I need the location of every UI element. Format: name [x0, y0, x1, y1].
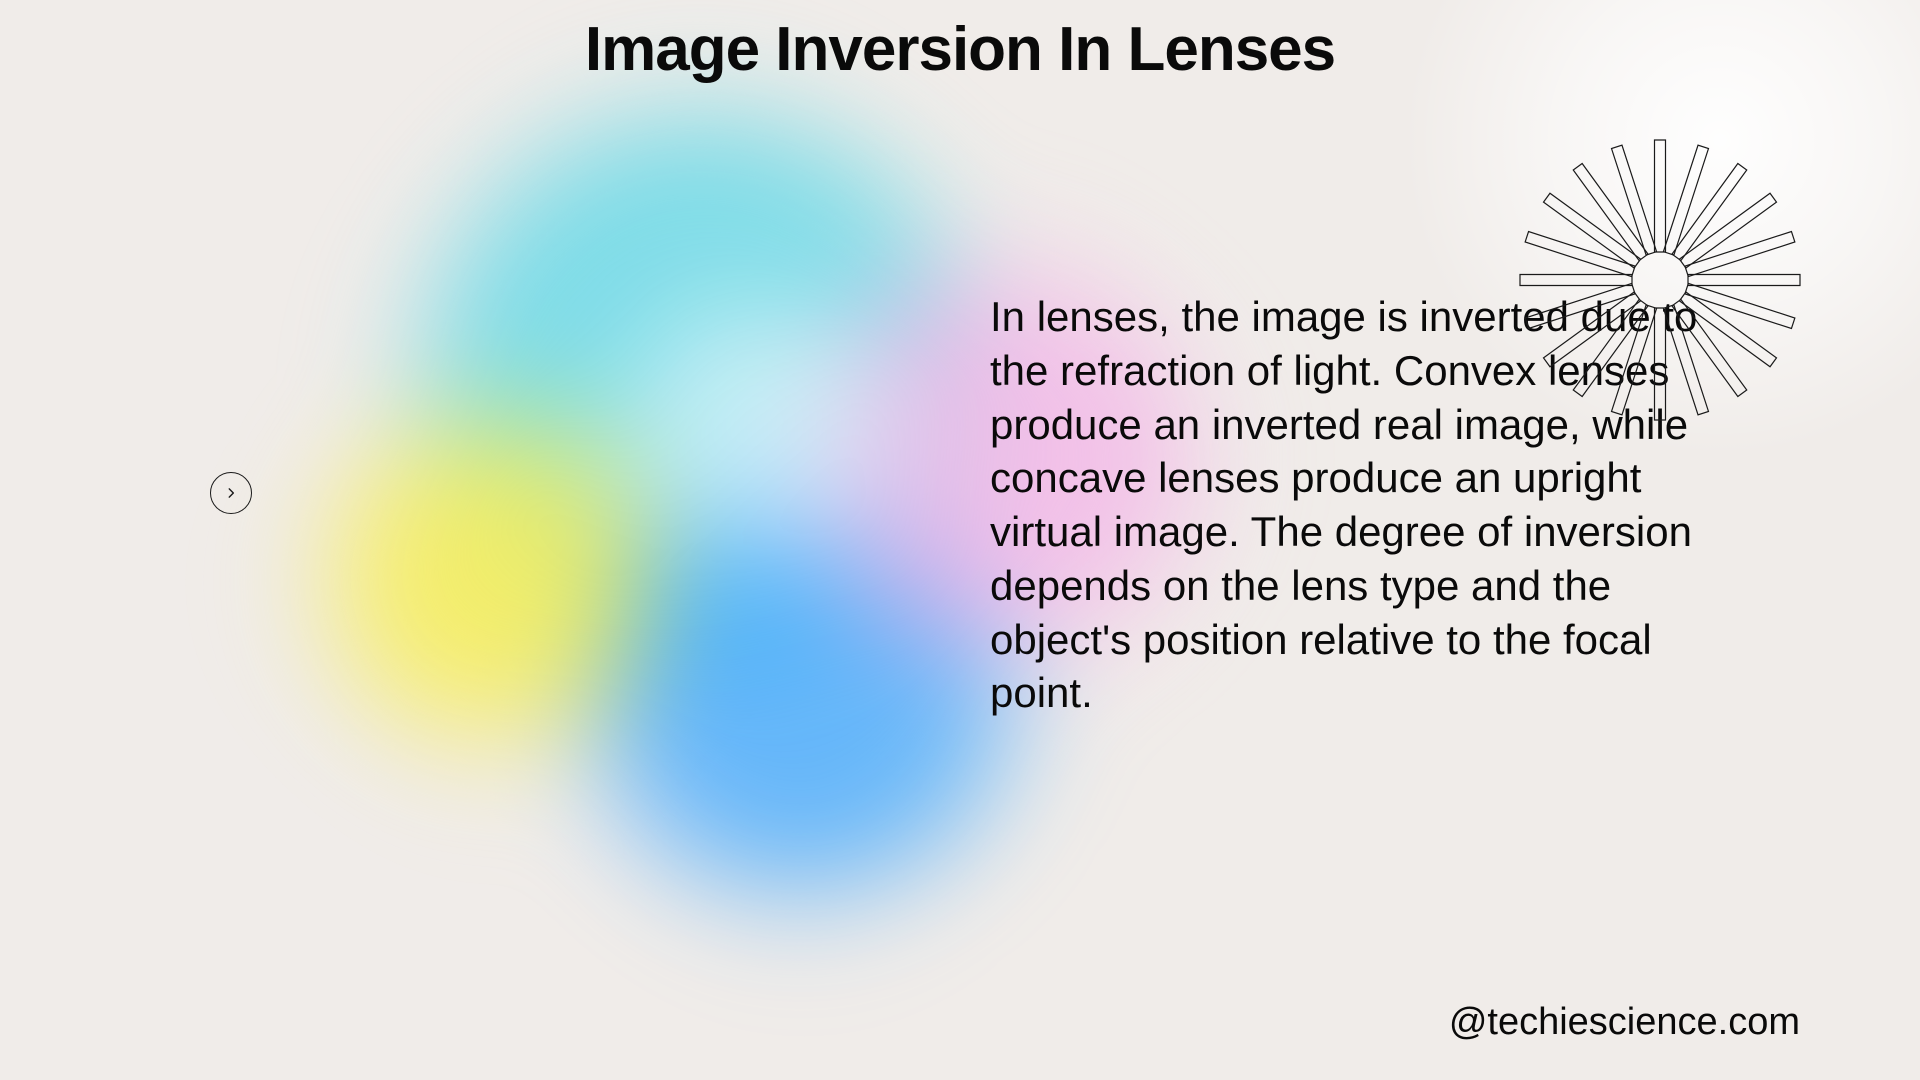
next-button[interactable]: [210, 472, 252, 514]
credit-text: @techiescience.com: [1449, 1001, 1800, 1044]
body-paragraph: In lenses, the image is inverted due to …: [990, 290, 1730, 720]
chevron-right-icon: [224, 486, 238, 500]
page-title: Image Inversion In Lenses: [0, 14, 1920, 85]
